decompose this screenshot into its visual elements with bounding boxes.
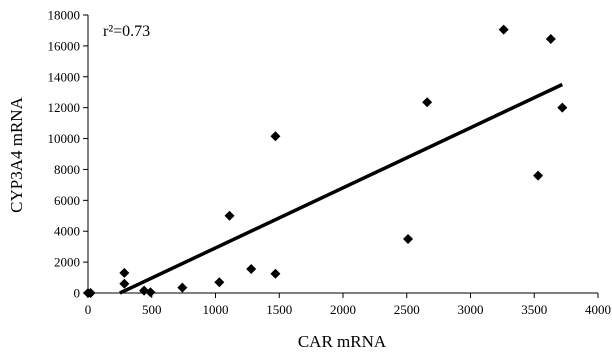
x-tick-label: 500 [142,302,162,317]
y-tick-label: 6000 [54,193,80,208]
data-point [422,97,433,108]
y-tick-label: 18000 [48,8,81,23]
data-point [403,233,414,244]
data-point [498,24,509,35]
x-axis-ticks: 0 500 1000 1500 2000 2500 3000 3500 4000 [85,293,611,317]
data-point [145,287,156,298]
y-axis-title: CYP3A4 mRNA [7,96,26,212]
y-tick-label: 12000 [48,100,81,115]
y-tick-label: 4000 [54,224,80,239]
x-tick-label: 1500 [266,302,292,317]
data-point [177,282,188,293]
data-point [85,288,96,298]
data-point [119,267,130,278]
y-tick-label: 16000 [48,38,81,53]
data-point [270,131,281,142]
trendline [119,82,564,295]
data-point [246,264,257,275]
r-squared-annotation: r²=0.73 [103,23,150,40]
data-point [545,33,556,44]
data-points [83,24,568,298]
y-tick-label: 2000 [54,255,80,270]
y-tick-label: 14000 [48,69,81,84]
data-point [214,277,225,288]
data-point [533,170,544,181]
data-point [119,278,130,289]
y-tick-label: 8000 [54,162,80,177]
data-point [270,268,281,279]
x-tick-label: 3000 [458,302,484,317]
x-tick-label: 4000 [585,302,611,317]
y-axis-ticks: 0 2000 4000 6000 8000 10000 12000 14000 16000 180… [48,8,88,301]
x-tick-label: 3500 [521,302,547,317]
x-axis-title: CAR mRNA [298,332,387,351]
x-tick-label: 1000 [203,302,229,317]
x-tick-label: 2500 [394,302,420,317]
x-tick-label: 2000 [330,302,356,317]
y-tick-label: 0 [74,286,81,301]
data-point [224,210,235,221]
y-tick-label: 10000 [48,131,81,146]
x-tick-label: 0 [85,302,92,317]
data-point [557,102,568,113]
